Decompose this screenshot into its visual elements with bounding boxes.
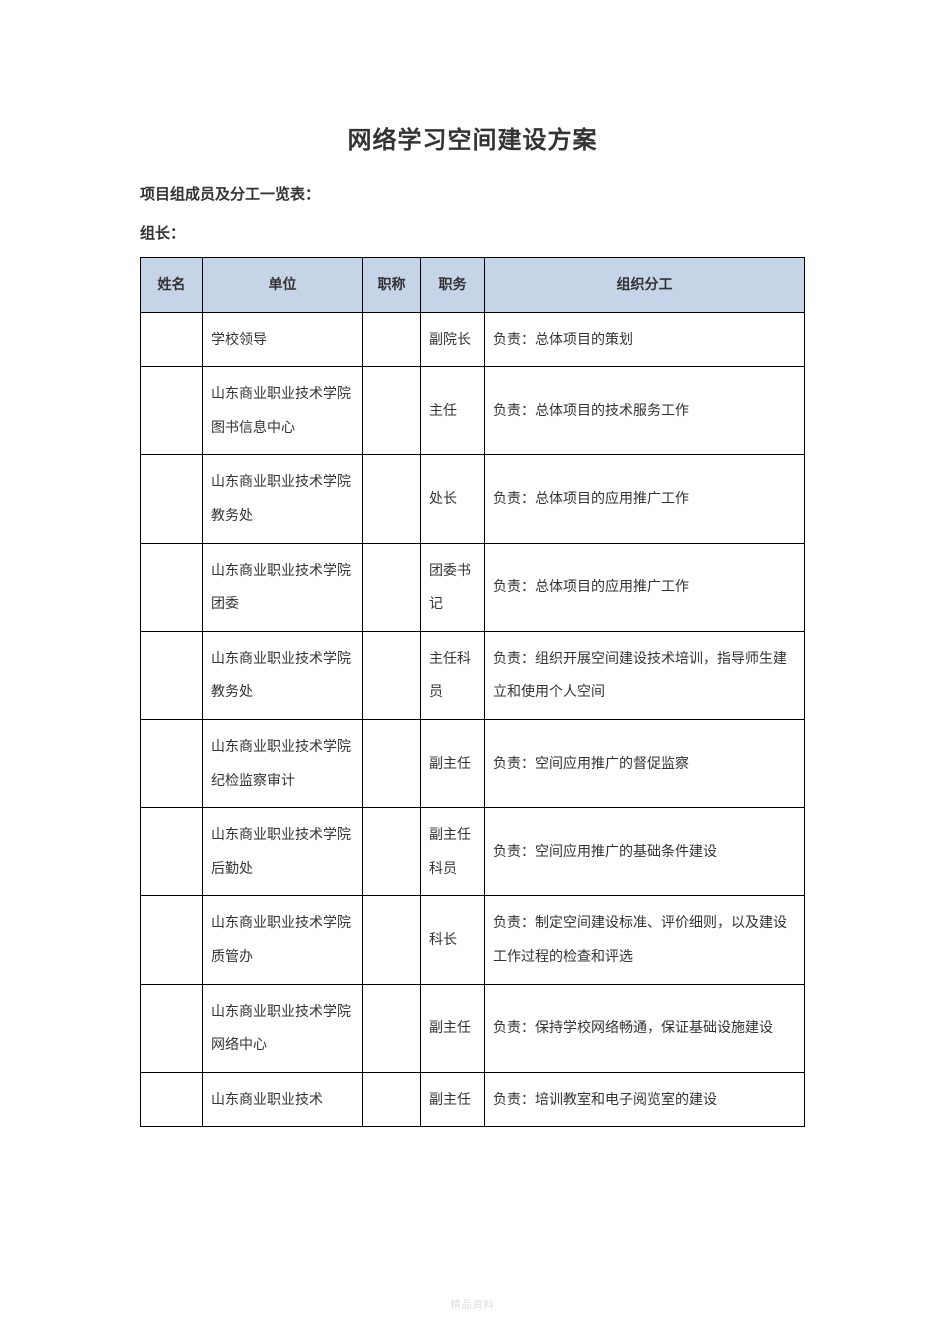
cell-unit: 山东商业职业技术学院教务处 [203,455,363,543]
cell-unit: 学校领导 [203,312,363,367]
table-row: 学校领导 副院长 负责：总体项目的策划 [141,312,805,367]
cell-name [141,1072,203,1127]
cell-duty: 主任 [421,367,485,455]
cell-title [363,896,421,984]
cell-unit: 山东商业职业技术学院纪检监察审计 [203,719,363,807]
cell-title [363,719,421,807]
cell-duty: 副主任 [421,1072,485,1127]
cell-name [141,455,203,543]
cell-resp: 负责：总体项目的技术服务工作 [485,367,805,455]
members-table: 姓名 单位 职称 职务 组织分工 学校领导 副院长 负责：总体项目的策划 山东商… [140,257,805,1127]
table-row: 山东商业职业技术学院纪检监察审计 副主任 负责：空间应用推广的督促监察 [141,719,805,807]
cell-name [141,543,203,631]
cell-title [363,455,421,543]
cell-unit: 山东商业职业技术学院教务处 [203,631,363,719]
cell-duty: 副主任 [421,984,485,1072]
cell-unit: 山东商业职业技术学院后勤处 [203,808,363,896]
table-body: 学校领导 副院长 负责：总体项目的策划 山东商业职业技术学院图书信息中心 主任 … [141,312,805,1127]
cell-title [363,984,421,1072]
cell-duty: 处长 [421,455,485,543]
cell-resp: 负责：组织开展空间建设技术培训，指导师生建立和使用个人空间 [485,631,805,719]
table-row: 山东商业职业技术学院团委 团委书记 负责：总体项目的应用推广工作 [141,543,805,631]
table-header-row: 姓名 单位 职称 职务 组织分工 [141,258,805,313]
table-row: 山东商业职业技术学院图书信息中心 主任 负责：总体项目的技术服务工作 [141,367,805,455]
cell-unit: 山东商业职业技术 [203,1072,363,1127]
cell-duty: 副主任科员 [421,808,485,896]
cell-title [363,808,421,896]
cell-resp: 负责：总体项目的应用推广工作 [485,543,805,631]
cell-duty: 团委书记 [421,543,485,631]
cell-name [141,896,203,984]
cell-duty: 科长 [421,896,485,984]
page-title: 网络学习空间建设方案 [140,120,805,155]
cell-name [141,312,203,367]
cell-name [141,631,203,719]
cell-resp: 负责：总体项目的策划 [485,312,805,367]
table-row: 山东商业职业技术 副主任 负责：培训教室和电子阅览室的建设 [141,1072,805,1127]
cell-title [363,543,421,631]
page-footer: 精品资料 [0,1296,945,1311]
cell-title [363,312,421,367]
cell-unit: 山东商业职业技术学院质管办 [203,896,363,984]
cell-title [363,367,421,455]
col-header-name: 姓名 [141,258,203,313]
cell-resp: 负责：总体项目的应用推广工作 [485,455,805,543]
table-row: 山东商业职业技术学院质管办 科长 负责：制定空间建设标准、评价细则，以及建设工作… [141,896,805,984]
cell-unit: 山东商业职业技术学院团委 [203,543,363,631]
table-row: 山东商业职业技术学院教务处 主任科员 负责：组织开展空间建设技术培训，指导师生建… [141,631,805,719]
cell-duty: 主任科员 [421,631,485,719]
cell-resp: 负责：空间应用推广的督促监察 [485,719,805,807]
cell-unit: 山东商业职业技术学院图书信息中心 [203,367,363,455]
cell-resp: 负责：制定空间建设标准、评价细则，以及建设工作过程的检查和评选 [485,896,805,984]
cell-name [141,808,203,896]
cell-resp: 负责：保持学校网络畅通，保证基础设施建设 [485,984,805,1072]
leader-label: 组长： [140,222,805,243]
col-header-unit: 单位 [203,258,363,313]
cell-duty: 副院长 [421,312,485,367]
page: 网络学习空间建设方案 项目组成员及分工一览表： 组长： 姓名 单位 职称 职务 … [0,0,945,1337]
cell-title [363,631,421,719]
col-header-resp: 组织分工 [485,258,805,313]
cell-resp: 负责：培训教室和电子阅览室的建设 [485,1072,805,1127]
col-header-duty: 职务 [421,258,485,313]
cell-name [141,984,203,1072]
cell-resp: 负责：空间应用推广的基础条件建设 [485,808,805,896]
section-subheading: 项目组成员及分工一览表： [140,183,805,204]
cell-duty: 副主任 [421,719,485,807]
cell-name [141,719,203,807]
cell-unit: 山东商业职业技术学院网络中心 [203,984,363,1072]
table-row: 山东商业职业技术学院网络中心 副主任 负责：保持学校网络畅通，保证基础设施建设 [141,984,805,1072]
cell-title [363,1072,421,1127]
col-header-title: 职称 [363,258,421,313]
table-row: 山东商业职业技术学院后勤处 副主任科员 负责：空间应用推广的基础条件建设 [141,808,805,896]
cell-name [141,367,203,455]
table-row: 山东商业职业技术学院教务处 处长 负责：总体项目的应用推广工作 [141,455,805,543]
